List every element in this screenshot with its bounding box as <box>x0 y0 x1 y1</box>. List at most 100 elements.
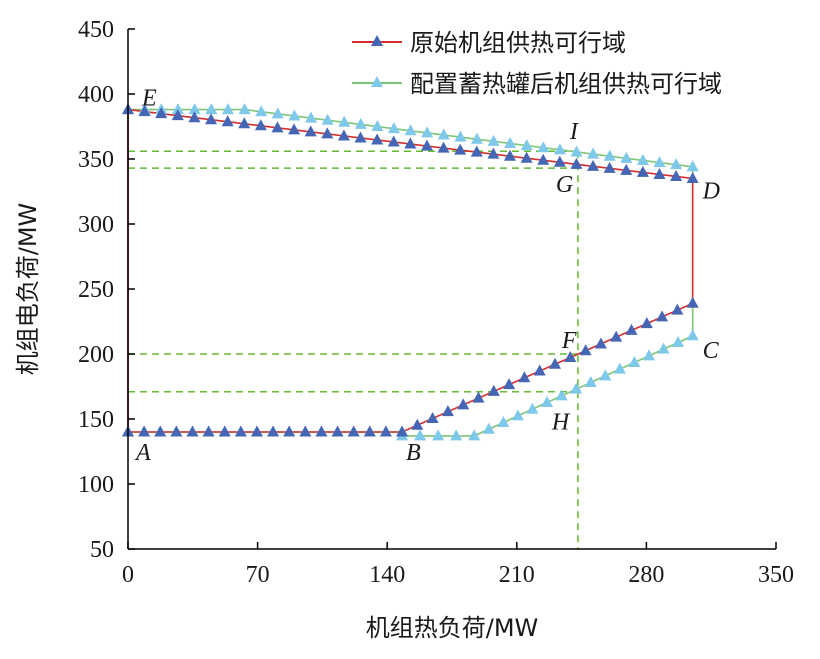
series-0-marker <box>271 121 284 133</box>
series-1-marker <box>555 389 568 401</box>
series-0-marker <box>404 137 417 149</box>
series-0-marker <box>594 337 607 349</box>
series-1-marker <box>511 409 524 421</box>
series-1-marker <box>205 103 218 115</box>
x-tick-label: 350 <box>758 562 794 588</box>
series-0-marker <box>518 371 531 383</box>
series-0-marker <box>472 391 485 403</box>
series-1-marker <box>587 147 600 159</box>
series-0-marker <box>487 384 500 396</box>
series-0-marker <box>218 425 231 437</box>
series-1-marker <box>437 128 450 140</box>
series-0-marker <box>420 139 433 151</box>
series-0-marker <box>254 119 267 131</box>
series-0-marker <box>533 364 546 376</box>
series-0-marker <box>671 303 684 315</box>
series-0-marker <box>321 127 334 139</box>
series-1-marker <box>338 115 351 127</box>
series-1-marker <box>570 382 583 394</box>
y-axis-title: 机组电负荷/MW <box>14 203 42 376</box>
series-1-marker <box>520 139 533 151</box>
series-1-marker <box>171 103 184 115</box>
series-1-marker <box>421 126 434 138</box>
point-label-c: C <box>703 338 720 364</box>
series-0-marker <box>470 145 483 157</box>
series-0-marker <box>371 133 384 145</box>
series-1-marker <box>288 109 301 121</box>
series-0-marker <box>625 323 638 335</box>
series-0-marker <box>188 111 201 123</box>
series-0-marker <box>347 425 360 437</box>
series-1-marker <box>487 134 500 146</box>
series-0-marker <box>587 159 600 171</box>
y-tick-label: 150 <box>78 407 114 433</box>
series-0-marker <box>299 425 312 437</box>
x-tick-label: 70 <box>246 562 270 588</box>
series-0-marker <box>640 317 653 329</box>
series-1-marker <box>404 124 417 136</box>
y-tick-label: 250 <box>78 277 114 303</box>
y-tick-label: 400 <box>78 82 114 108</box>
series-0-marker <box>503 149 516 161</box>
series-0-marker <box>656 310 669 322</box>
series-0-marker <box>250 425 263 437</box>
series-0-marker <box>170 425 183 437</box>
series-1-marker <box>354 117 367 129</box>
series-0-marker <box>154 425 167 437</box>
series-1-marker <box>642 349 655 361</box>
series-0-marker <box>387 135 400 147</box>
series-0-marker <box>304 125 317 137</box>
series-1-marker <box>686 160 699 172</box>
x-tick-label: 280 <box>628 562 664 588</box>
series-0-marker <box>138 105 151 117</box>
series-0-marker <box>686 172 699 183</box>
series-0-marker <box>288 123 301 135</box>
series-1-marker <box>414 429 427 441</box>
ticks: 0 70 140 210 280 350 50 100 150 200 250 300 350 400 45… <box>78 17 794 588</box>
series-0-marker <box>202 425 215 437</box>
series-1-marker <box>387 122 400 134</box>
series-0-marker <box>337 129 350 141</box>
series-1-marker <box>271 107 284 119</box>
x-tick-label: 140 <box>369 562 405 588</box>
series-0-marker <box>363 425 376 437</box>
series-0-marker <box>610 330 623 342</box>
series-1-marker <box>450 429 463 441</box>
point-label-b: B <box>406 440 421 466</box>
series-1-marker <box>628 355 641 367</box>
series-1-marker <box>653 156 666 168</box>
series-layer <box>122 103 699 441</box>
series-1-marker <box>482 422 495 434</box>
series-0-marker <box>155 107 168 119</box>
x-tick-label: 0 <box>122 562 134 588</box>
series-0-marker <box>354 131 367 143</box>
series-1-marker <box>526 402 539 414</box>
y-tick-label: 200 <box>78 342 114 368</box>
series-1-marker <box>305 111 318 123</box>
reference-lines <box>128 150 579 549</box>
series-1-marker <box>657 342 670 354</box>
y-tick-label: 450 <box>78 17 114 43</box>
point-label-f: F <box>561 328 577 354</box>
point-label-a: A <box>134 440 151 466</box>
series-0-marker <box>670 169 683 181</box>
series-0-marker <box>579 344 592 356</box>
legend-label-storage: 配置蓄热罐后机组供热可行域 <box>410 70 722 98</box>
series-0-marker <box>620 163 633 175</box>
series-1-marker <box>686 329 699 341</box>
point-label-h: H <box>551 410 571 436</box>
series-1-marker <box>221 103 234 115</box>
series-1-marker <box>188 103 201 115</box>
series-0-marker <box>487 147 500 159</box>
series-1-marker <box>584 376 597 388</box>
series-0-marker <box>283 425 296 437</box>
axes <box>127 29 776 550</box>
point-label-d: D <box>702 179 720 205</box>
series-0-marker <box>548 357 561 369</box>
series-0-marker <box>454 143 467 155</box>
point-label-g: G <box>556 172 573 198</box>
series-1-marker <box>537 141 550 153</box>
series-0-marker <box>138 425 151 437</box>
y-tick-label: 350 <box>78 147 114 173</box>
